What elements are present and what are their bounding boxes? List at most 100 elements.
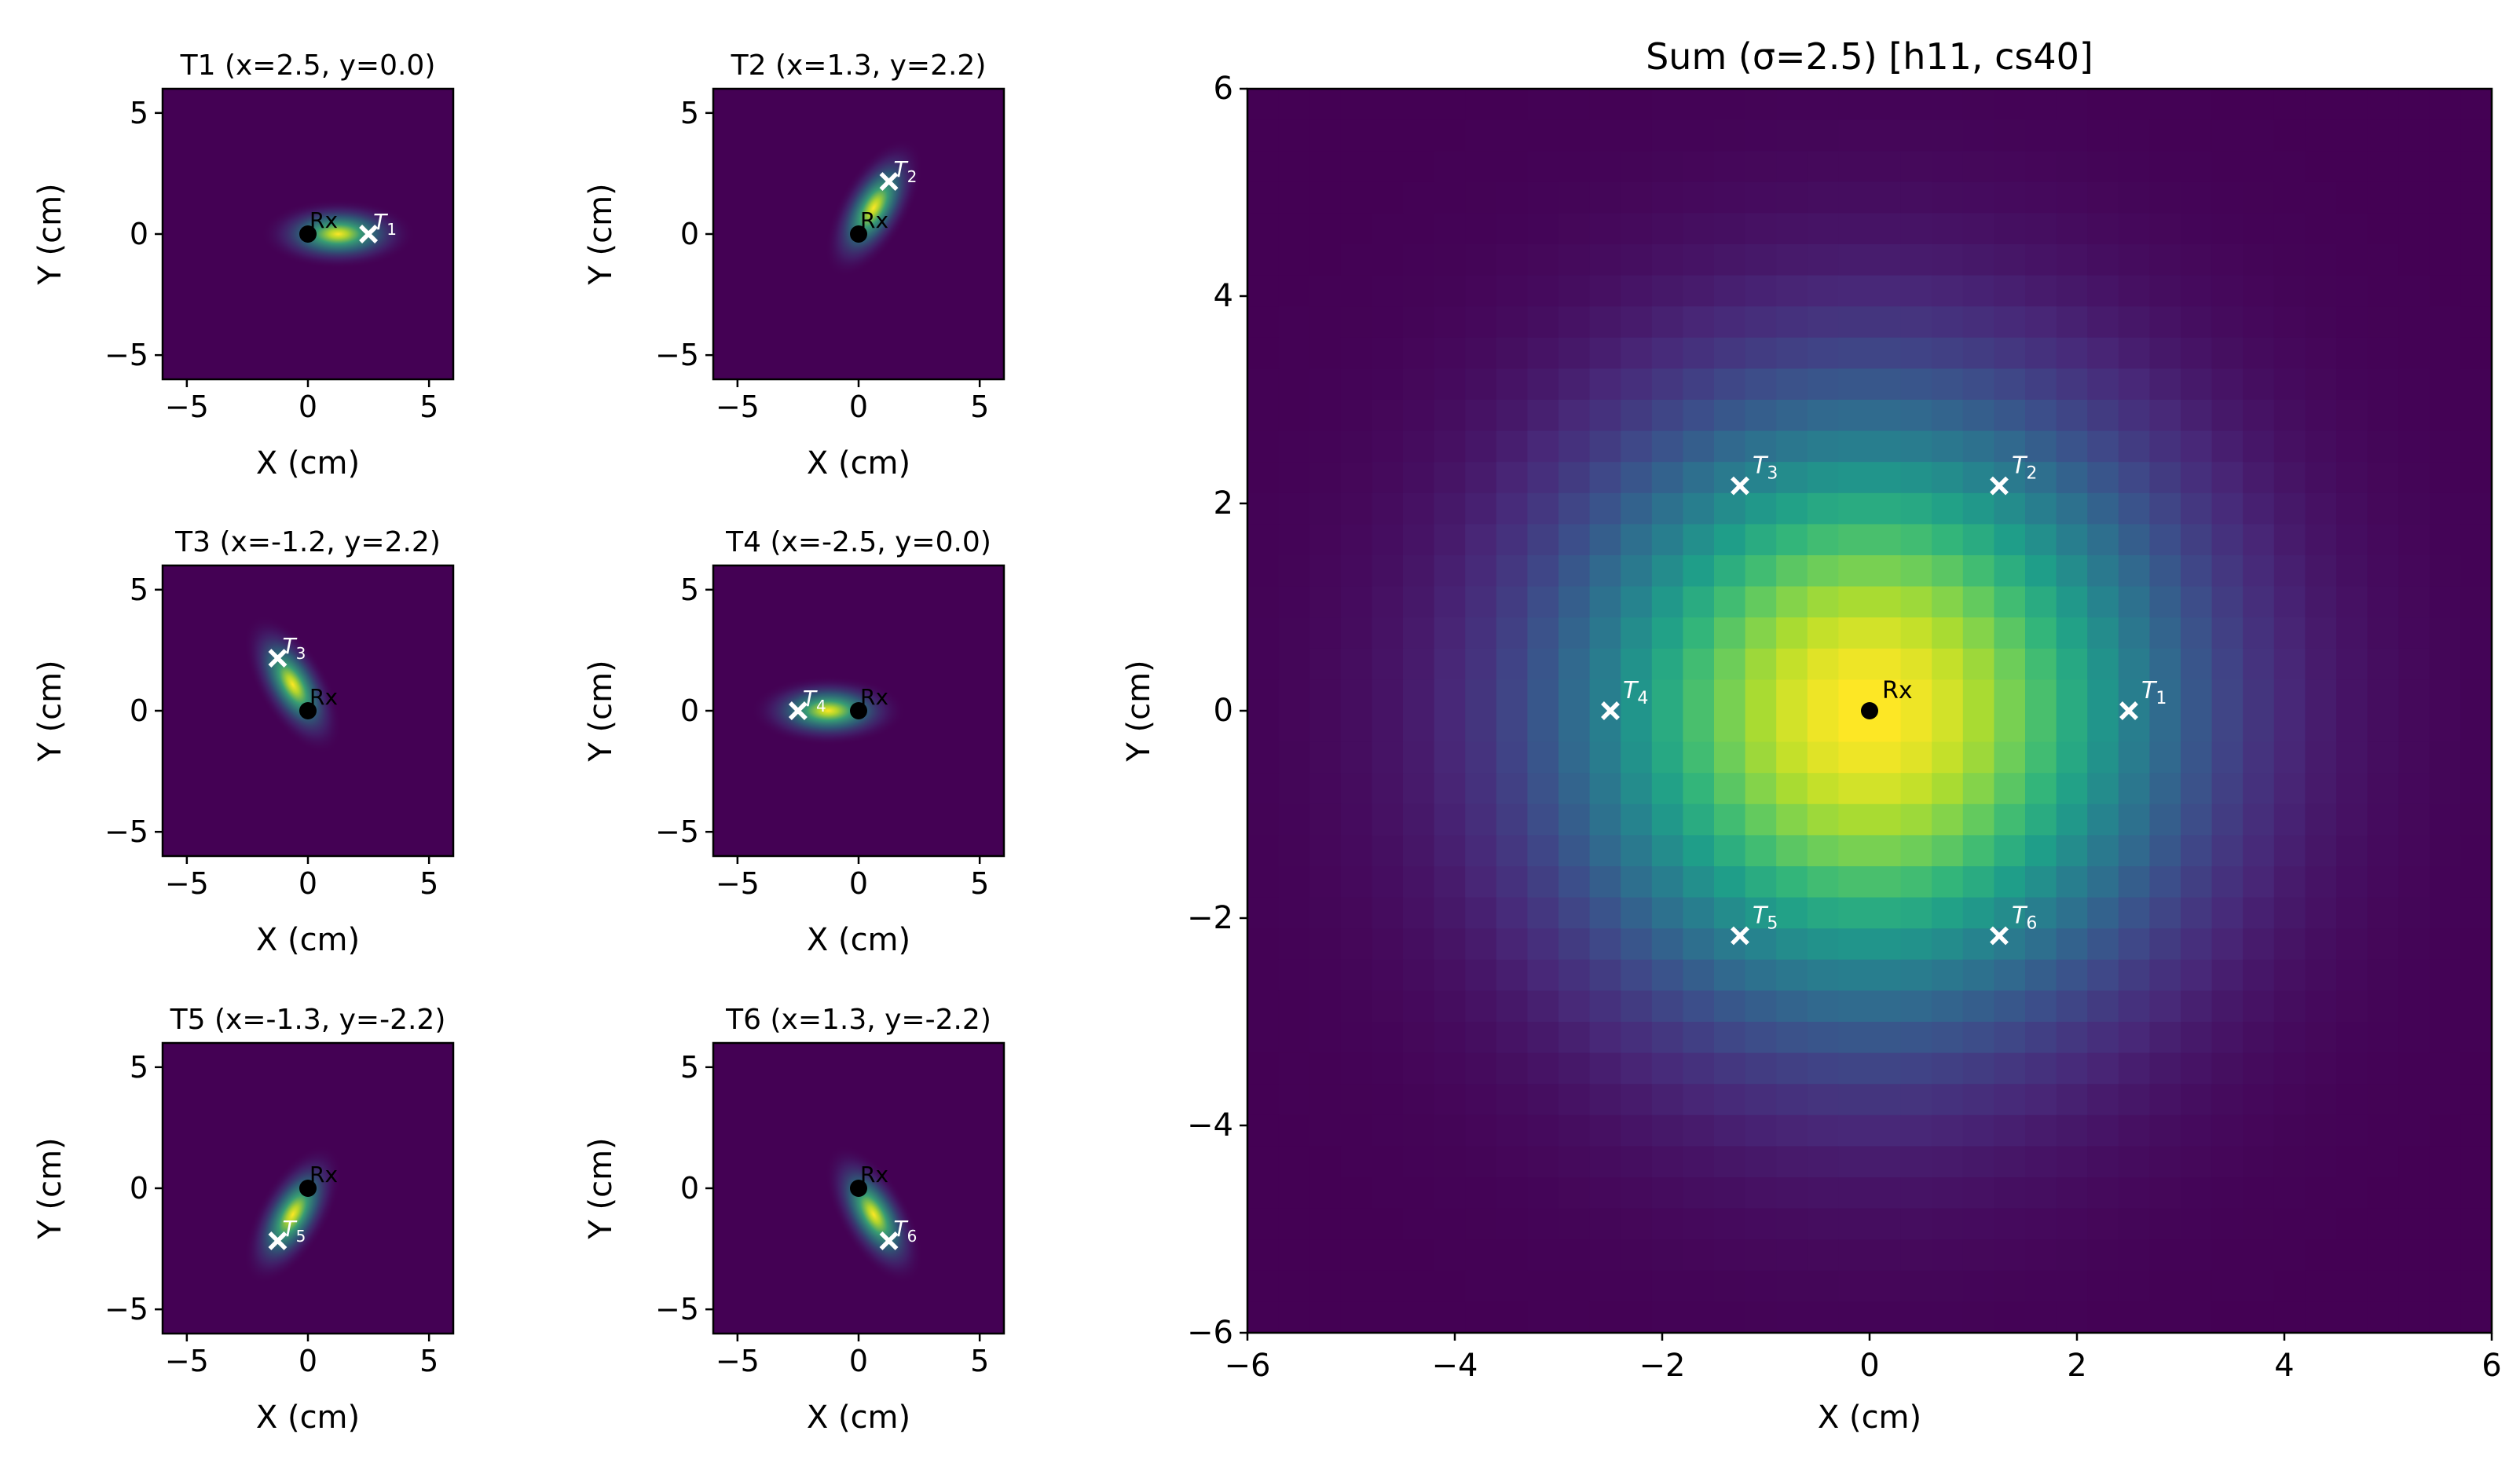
heatmap-cell [1309,1084,1342,1116]
heatmap-cell [2025,1208,2057,1240]
heatmap-cell [2336,213,2368,245]
heatmap-cell [1651,181,1683,214]
heatmap-cell [1621,400,1653,432]
heatmap-cell [1527,1084,1559,1116]
heatmap-cell [2273,1177,2306,1209]
heatmap-cell [1962,244,1994,276]
heatmap-cell [1962,1084,1994,1116]
heatmap-cell [1651,244,1683,276]
heatmap-cell [1559,1270,1591,1302]
heatmap-cell [2149,306,2181,338]
rx-label: Rx [310,207,338,233]
heatmap-cell [1870,89,1902,121]
heatmap-cell [1962,119,1994,152]
heatmap-cell [1714,679,1746,712]
transmitter-marker [268,1231,288,1250]
heatmap-cell [1776,866,1808,898]
heatmap-cell [1372,1208,1404,1240]
heatmap-cell [2243,337,2275,369]
heatmap-cell [1527,524,1559,556]
heatmap-cell [2149,773,2181,805]
rx-label: Rx [310,684,338,710]
heatmap-cell [1994,368,2026,401]
heatmap-cell [1621,835,1653,867]
heatmap-cell [2181,1114,2213,1147]
heatmap-cell [2149,1022,2181,1054]
heatmap-cell [1589,928,1621,961]
heatmap-cell [1434,400,1466,432]
heatmap-cell [1527,89,1559,121]
heatmap-cell [1776,244,1808,276]
heatmap-cell [1559,835,1591,867]
rx-label: Rx [860,684,888,710]
panel-title: T3 (x=-1.2, y=2.2) [174,526,441,558]
heatmap-cell [1870,803,1902,836]
heatmap-cell [2211,1270,2243,1302]
heatmap-cell [1278,835,1310,867]
heatmap-cell [1807,648,1839,680]
heatmap-cell [1870,368,1902,401]
heatmap-cell [2025,617,2057,650]
heatmap-cell [1870,1177,1902,1209]
heatmap-cell [1994,711,2026,743]
heatmap-cell [1340,1270,1372,1302]
x-tick-label: 5 [970,390,989,424]
heatmap-cell [1496,555,1528,587]
heatmap-cell [2211,648,2243,680]
heatmap-cell [1838,1022,1870,1054]
heatmap-cell [1372,586,1404,618]
heatmap-cell [1403,773,1435,805]
heatmap-cell [2460,119,2492,152]
heatmap-cell [1745,1146,1777,1178]
rx-marker [850,1180,867,1197]
heatmap-cell [1527,492,1559,525]
heatmap-cell [1465,119,1497,152]
heatmap-cell [2367,835,2399,867]
heatmap-cell [1900,1052,1932,1085]
heatmap-cell [1651,959,1683,991]
heatmap-cell [1496,1052,1528,1085]
heatmap-cell [1340,275,1372,307]
heatmap-cell [2181,741,2213,774]
heatmap-cell [2273,1146,2306,1178]
heatmap-cell [2056,711,2088,743]
heatmap-cell [2211,462,2243,494]
heatmap-cell [2367,1052,2399,1085]
heatmap-cell [1340,1114,1372,1147]
heatmap-cell [1651,430,1683,463]
heatmap-cell [1994,524,2026,556]
heatmap-cell [1807,897,1839,929]
heatmap-cell [1403,337,1435,369]
heatmap-cell [2118,1239,2150,1272]
heatmap-cell [1247,492,1280,525]
heatmap-cell [2336,1208,2368,1240]
heatmap-cell [1496,741,1528,774]
heatmap-cell [2181,213,2213,245]
heatmap-cell [1465,835,1497,867]
heatmap-cell [2398,1114,2430,1147]
heatmap-cell [2149,1114,2181,1147]
heatmap-cell [2336,835,2368,867]
heatmap-cell [1309,928,1342,961]
heatmap-cell [1278,1301,1310,1333]
heatmap-cell [1621,1301,1653,1333]
heatmap-cell [1559,959,1591,991]
heatmap-cell [2367,89,2399,121]
heatmap-cell [1403,741,1435,774]
heatmap-cell [1434,711,1466,743]
heatmap-cell [1994,741,2026,774]
heatmap-cell [2398,119,2430,152]
heatmap-cell [2118,959,2150,991]
heatmap-cell [1870,586,1902,618]
heatmap-cell [1994,1114,2026,1147]
heatmap-cell [1900,368,1932,401]
heatmap-cell [1559,1114,1591,1147]
heatmap-cell [1776,835,1808,867]
heatmap-cell [1714,400,1746,432]
heatmap-cell [2273,462,2306,494]
heatmap-cell [1651,773,1683,805]
heatmap-cell [1589,400,1621,432]
heatmap-cell [1870,306,1902,338]
heatmap-cell [1651,306,1683,338]
heatmap-cell [2211,959,2243,991]
